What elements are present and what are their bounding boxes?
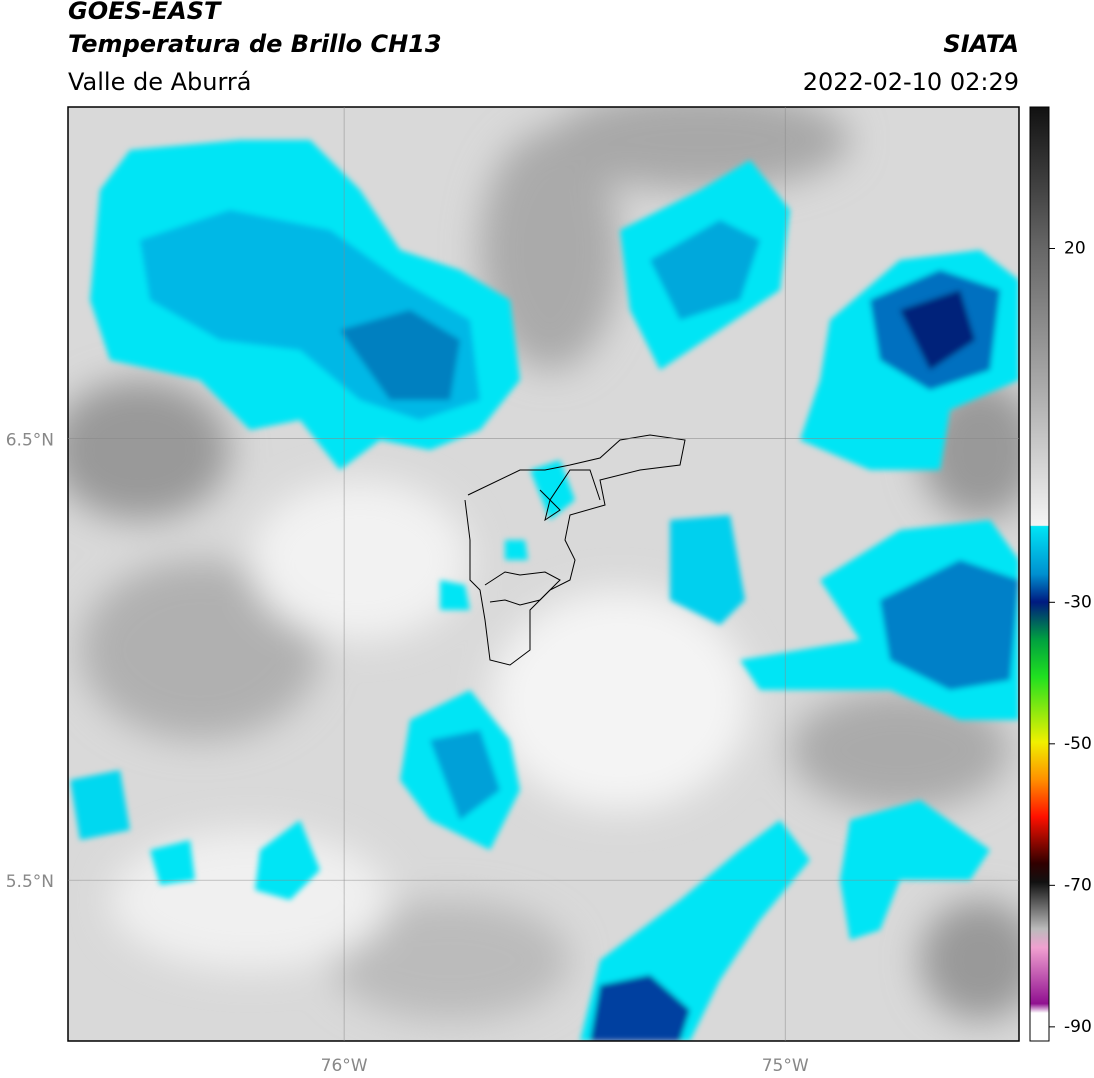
timestamp: 2022-02-10 02:29 (803, 68, 1019, 96)
lat-label: 5.5°N (6, 872, 54, 892)
colorbar-label: -70 (1064, 875, 1092, 895)
colorbar (1029, 106, 1050, 1042)
colorbar-label: 20 (1064, 239, 1086, 259)
colorbar-label: -30 (1064, 592, 1092, 612)
colorbar-label: -50 (1064, 734, 1092, 754)
region: Valle de Aburrá (68, 68, 252, 96)
source: SIATA (943, 30, 1019, 58)
title: GOES-EAST (68, 0, 222, 25)
subtitle: Temperatura de Brillo CH13 (68, 30, 442, 58)
colorbar-label: -90 (1064, 1017, 1092, 1037)
lon-label: 75°W (762, 1056, 809, 1076)
satellite-image (68, 107, 1019, 1041)
lon-label: 76°W (321, 1056, 368, 1076)
map-frame (67, 106, 1020, 1042)
lat-label: 6.5°N (6, 430, 54, 450)
